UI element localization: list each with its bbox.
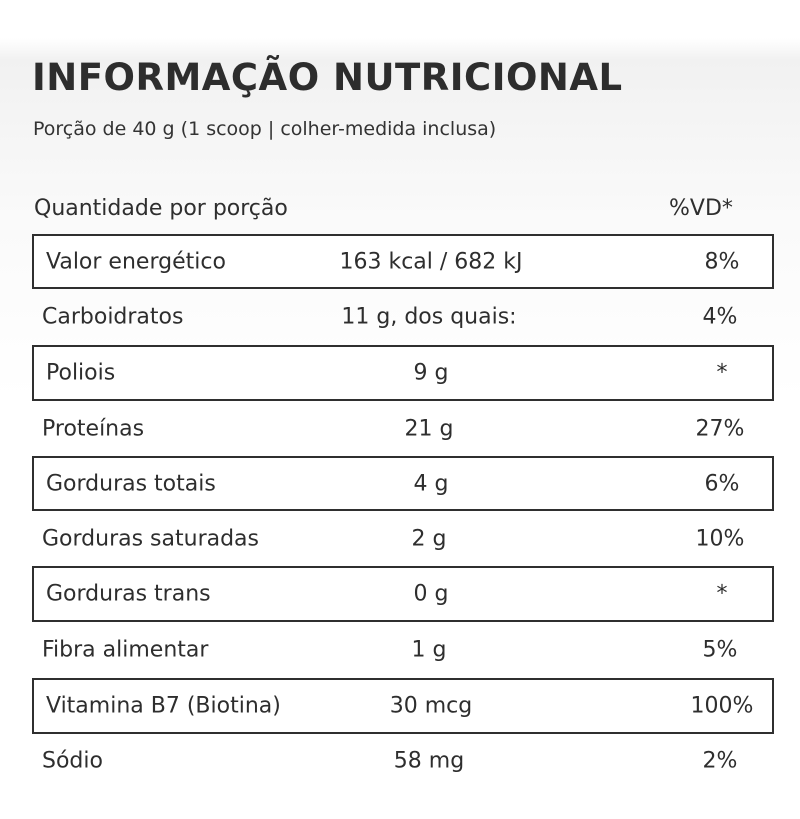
nutrient-name: Sódio bbox=[42, 748, 103, 774]
nutrient-dv: 100% bbox=[690, 693, 754, 719]
table-row: Poliois 9 g * bbox=[32, 345, 774, 401]
table-row: Vitamina B7 (Biotina) 30 mcg 100% bbox=[32, 678, 774, 734]
nutrient-dv: * bbox=[716, 360, 728, 386]
nutrient-name: Gorduras trans bbox=[46, 581, 211, 607]
nutrient-amount: 4 g bbox=[413, 471, 449, 496]
nutrient-amount: 0 g bbox=[413, 581, 449, 607]
nutrient-name: Valor energético bbox=[46, 249, 226, 274]
nutrient-amount: 21 g bbox=[404, 416, 454, 442]
serving-size: Porção de 40 g (1 scoop | colher-medida … bbox=[33, 118, 497, 140]
nutrient-dv: 10% bbox=[695, 526, 745, 552]
nutrient-amount: 2 g bbox=[411, 526, 447, 552]
page-title: INFORMAÇÃO NUTRICIONAL bbox=[32, 56, 623, 99]
nutrient-name: Proteínas bbox=[42, 416, 145, 442]
nutrient-dv: * bbox=[716, 581, 728, 607]
dv-column-header: %VD* bbox=[669, 196, 733, 221]
nutrient-name: Gorduras totais bbox=[46, 471, 216, 496]
nutrient-dv: 6% bbox=[704, 471, 740, 496]
quantity-column-header: Quantidade por porção bbox=[34, 196, 288, 221]
nutrient-dv: 8% bbox=[704, 249, 740, 274]
table-row: Gorduras trans 0 g * bbox=[32, 566, 774, 622]
nutrient-dv: 5% bbox=[702, 637, 738, 663]
table-row: Carboidratos 11 g, dos quais: 4% bbox=[32, 291, 774, 343]
nutrient-name: Fibra alimentar bbox=[42, 637, 209, 663]
nutrient-name: Carboidratos bbox=[42, 304, 184, 330]
nutrient-amount: 11 g, dos quais: bbox=[341, 304, 517, 330]
nutrient-dv: 2% bbox=[702, 748, 738, 774]
nutrient-amount: 163 kcal / 682 kJ bbox=[339, 249, 523, 274]
table-row: Valor energético 163 kcal / 682 kJ 8% bbox=[32, 234, 774, 289]
nutrient-name: Vitamina B7 (Biotina) bbox=[46, 693, 281, 719]
table-row: Proteínas 21 g 27% bbox=[32, 403, 774, 455]
nutrient-dv: 27% bbox=[695, 416, 745, 442]
nutrient-name: Gorduras saturadas bbox=[42, 526, 260, 552]
nutrient-name: Poliois bbox=[46, 360, 116, 386]
nutrient-amount: 30 mcg bbox=[389, 693, 473, 719]
table-row: Sódio 58 mg 2% bbox=[32, 735, 774, 787]
nutrient-amount: 1 g bbox=[411, 637, 447, 663]
table-row: Fibra alimentar 1 g 5% bbox=[32, 624, 774, 676]
nutrient-amount: 9 g bbox=[413, 360, 449, 386]
nutrient-dv: 4% bbox=[702, 304, 738, 330]
table-row: Gorduras totais 4 g 6% bbox=[32, 456, 774, 511]
table-row: Gorduras saturadas 2 g 10% bbox=[32, 513, 774, 565]
nutrient-amount: 58 mg bbox=[393, 748, 465, 774]
